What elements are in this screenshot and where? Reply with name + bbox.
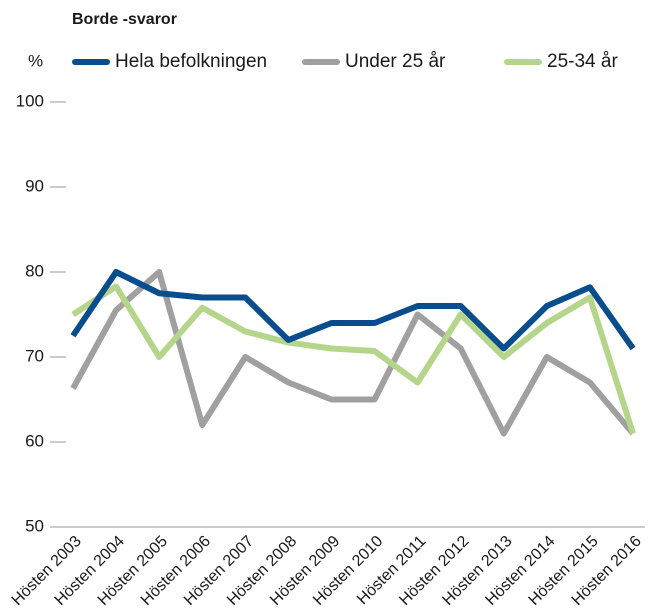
- series-line: [70, 269, 636, 352]
- y-axis-label: %: [28, 51, 43, 70]
- legend-label: 25-34 år: [547, 51, 618, 72]
- series-line: [70, 269, 636, 437]
- y-tick-label: 50: [25, 516, 44, 535]
- series-line: [71, 283, 636, 435]
- y-tick-label: 100: [16, 91, 44, 110]
- y-tick-label: 90: [25, 176, 44, 195]
- chart-title: Borde -svaror: [72, 11, 177, 28]
- y-tick-label: 70: [25, 346, 44, 365]
- legend-label: Under 25 år: [345, 51, 446, 72]
- legend-label: Hela befolkningen: [115, 51, 267, 72]
- y-tick-label: 80: [25, 261, 44, 280]
- y-tick-label: 60: [25, 431, 44, 450]
